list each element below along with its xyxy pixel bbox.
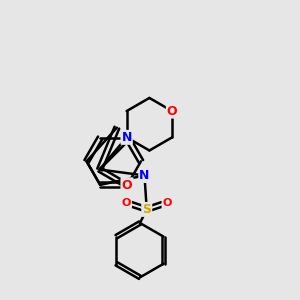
Text: O: O	[122, 198, 131, 208]
Text: N: N	[139, 169, 150, 182]
Text: N: N	[122, 131, 132, 144]
Text: O: O	[162, 198, 172, 208]
Text: N: N	[122, 178, 133, 191]
Text: O: O	[167, 105, 178, 118]
Text: S: S	[142, 203, 151, 216]
Text: O: O	[122, 179, 132, 192]
